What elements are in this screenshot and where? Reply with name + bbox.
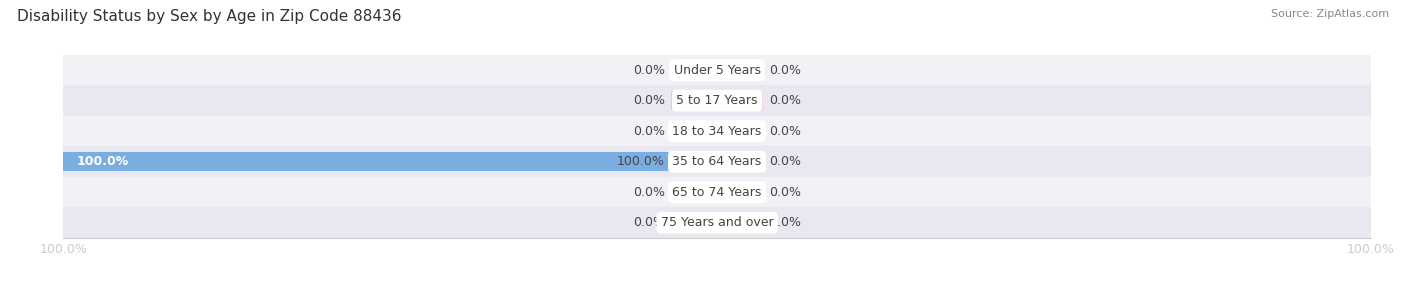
Bar [671,122,717,141]
Text: 18 to 34 Years: 18 to 34 Years [672,125,762,138]
Bar [717,152,763,171]
Text: 0.0%: 0.0% [633,125,665,138]
Bar [671,183,717,202]
Text: Disability Status by Sex by Age in Zip Code 88436: Disability Status by Sex by Age in Zip C… [17,9,401,24]
Bar [63,55,1371,85]
Bar [671,152,717,171]
Text: 0.0%: 0.0% [633,94,665,107]
Text: 0.0%: 0.0% [769,155,801,168]
Text: 5 to 17 Years: 5 to 17 Years [676,94,758,107]
Bar [717,183,763,202]
Bar [63,152,717,171]
Bar [671,91,717,110]
Text: 0.0%: 0.0% [769,216,801,229]
Bar [717,122,763,141]
Text: 0.0%: 0.0% [769,186,801,199]
Bar [717,213,763,232]
Text: 100.0%: 100.0% [76,155,128,168]
Bar [63,146,1371,177]
Text: 100.0%: 100.0% [617,155,665,168]
Text: 0.0%: 0.0% [769,94,801,107]
Text: Under 5 Years: Under 5 Years [673,64,761,77]
Text: 0.0%: 0.0% [769,125,801,138]
Text: 35 to 64 Years: 35 to 64 Years [672,155,762,168]
Bar [717,91,763,110]
Bar [671,61,717,80]
Text: 0.0%: 0.0% [633,216,665,229]
Bar [63,116,1371,146]
Bar [717,61,763,80]
Text: Source: ZipAtlas.com: Source: ZipAtlas.com [1271,9,1389,19]
Bar [63,207,1371,238]
Bar [63,177,1371,207]
Text: 65 to 74 Years: 65 to 74 Years [672,186,762,199]
Text: 0.0%: 0.0% [633,186,665,199]
Text: 75 Years and over: 75 Years and over [661,216,773,229]
Bar [63,85,1371,116]
Bar [671,213,717,232]
Text: 0.0%: 0.0% [769,64,801,77]
Text: 0.0%: 0.0% [633,64,665,77]
